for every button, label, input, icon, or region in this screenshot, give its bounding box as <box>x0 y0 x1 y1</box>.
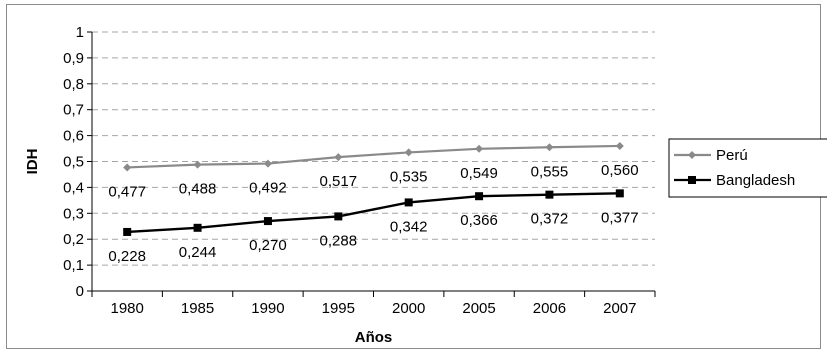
data-label: 0,342 <box>390 218 428 235</box>
data-point <box>334 212 343 221</box>
legend: Perú Bangladesh <box>668 138 827 198</box>
legend-label: Bangladesh <box>716 172 795 189</box>
data-labels: 0,477 0,488 0,492 0,517 0,535 0,549 0,555 0,560… <box>108 162 638 265</box>
data-point <box>475 144 484 153</box>
data-point <box>263 217 272 226</box>
series-line-peru <box>127 144 620 169</box>
data-point <box>615 189 624 198</box>
x-tick-label: 2006 <box>533 300 566 317</box>
y-tick-label: 0,7 <box>63 102 84 119</box>
data-point <box>123 163 132 172</box>
data-label: 0,366 <box>460 212 498 229</box>
data-label: 0,244 <box>179 244 217 261</box>
data-point <box>615 141 624 150</box>
y-tick-label: 0,5 <box>63 154 84 171</box>
y-tick-label: 0,8 <box>63 76 84 93</box>
data-label: 0,535 <box>390 168 428 185</box>
data-label: 0,477 <box>108 183 146 200</box>
data-label: 0,555 <box>531 163 569 180</box>
data-point <box>545 190 554 199</box>
gridlines <box>92 31 655 266</box>
legend-box <box>668 138 827 198</box>
y-tick-label: 0,4 <box>63 179 84 196</box>
data-point <box>404 198 413 207</box>
data-point <box>404 148 413 157</box>
data-point <box>545 143 554 152</box>
x-tick-label: 2007 <box>603 300 636 317</box>
data-point <box>263 159 272 168</box>
y-tick-label: 0,6 <box>63 128 84 145</box>
y-tick-label: 0,3 <box>63 205 84 222</box>
x-axis-title: Años <box>355 329 393 346</box>
data-label: 0,560 <box>601 162 639 179</box>
data-point <box>334 153 343 162</box>
series-line-bangladesh <box>127 192 620 234</box>
data-point <box>475 192 484 201</box>
axes <box>87 31 656 297</box>
series-group <box>123 141 624 236</box>
y-tick-label: 0 <box>76 283 84 300</box>
y-axis-title: IDH <box>24 149 41 175</box>
data-label: 0,288 <box>320 232 358 249</box>
data-label: 0,517 <box>320 173 358 190</box>
x-tick-label: 2000 <box>392 300 425 317</box>
x-tick-label: 1990 <box>251 300 284 317</box>
data-point <box>123 227 132 236</box>
x-tick-label: 2005 <box>462 300 495 317</box>
legend-marker <box>688 176 696 184</box>
legend-label: Perú <box>716 147 748 164</box>
x-tick-label: 1995 <box>322 300 355 317</box>
x-tick-label: 1985 <box>181 300 214 317</box>
data-point <box>193 160 202 169</box>
data-label: 0,228 <box>108 248 146 265</box>
data-label: 0,488 <box>179 181 217 198</box>
x-tick-labels: 1980 1985 1990 1995 2000 2005 2006 2007 <box>111 300 637 317</box>
y-tick-label: 1 <box>76 24 84 41</box>
y-tick-labels: 0 0,1 0,2 0,3 0,4 0,5 0,6 0,7 0,8 0,9 1 <box>63 24 84 300</box>
y-tick-label: 0,9 <box>63 50 84 67</box>
data-label: 0,377 <box>601 209 639 226</box>
legend-marker <box>688 151 696 159</box>
data-point <box>193 223 202 232</box>
y-tick-label: 0,1 <box>63 257 84 274</box>
data-label: 0,270 <box>249 237 287 254</box>
data-label: 0,492 <box>249 180 287 197</box>
data-label: 0,372 <box>531 211 569 228</box>
x-tick-label: 1980 <box>111 300 144 317</box>
y-tick-label: 0,2 <box>63 231 84 248</box>
data-label: 0,549 <box>460 165 498 182</box>
